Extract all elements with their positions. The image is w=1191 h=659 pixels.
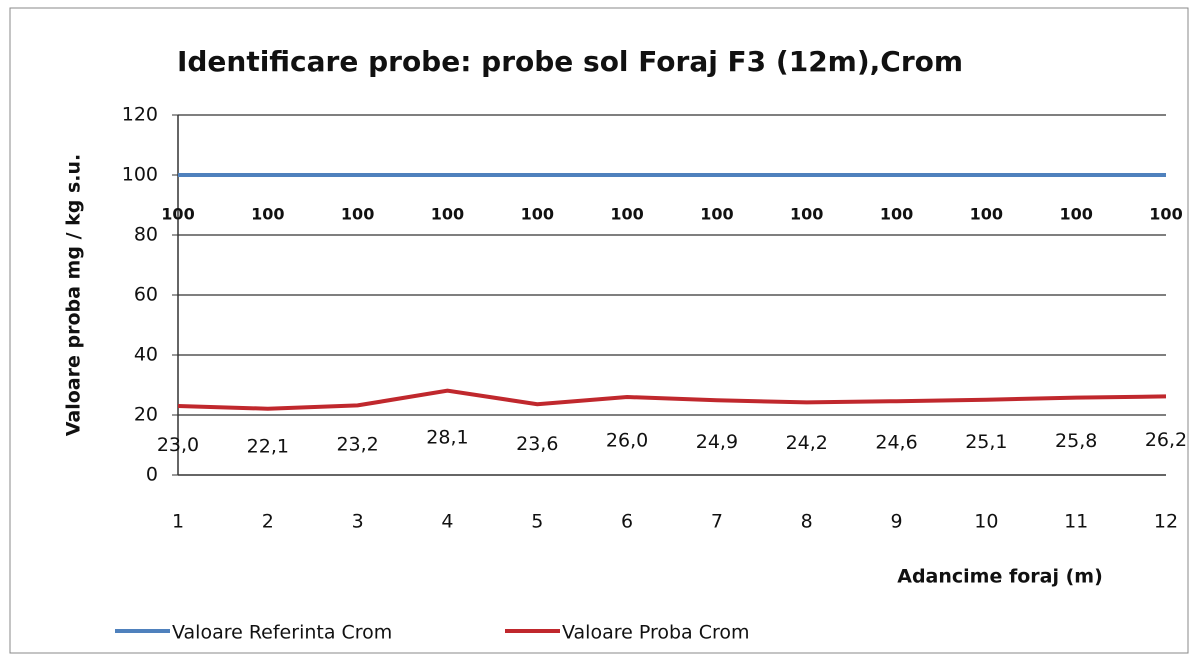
data-label: 22,1 (247, 435, 289, 457)
data-label: 24,2 (786, 432, 828, 454)
x-tick-label: 1 (172, 511, 184, 533)
x-axis-label: Adancime foraj (m) (897, 566, 1103, 588)
x-tick-label: 2 (262, 511, 274, 533)
data-label: 100 (790, 205, 823, 224)
data-label: 23,0 (157, 434, 199, 456)
data-label: 100 (251, 205, 284, 224)
data-label: 100 (161, 205, 194, 224)
data-label: 25,8 (1055, 430, 1097, 452)
y-tick-label: 40 (134, 344, 158, 366)
y-axis-label: Valoare proba mg / kg s.u. (63, 154, 85, 437)
data-label: 23,2 (336, 434, 378, 456)
data-label: 24,9 (696, 431, 738, 453)
series-line (177, 388, 1167, 411)
y-tick-label: 20 (134, 404, 158, 426)
x-tick-label: 9 (890, 511, 902, 533)
data-label: 100 (431, 205, 464, 224)
x-tick-label: 4 (441, 511, 453, 533)
x-tick-label: 10 (974, 511, 998, 533)
data-label: 26,2 (1145, 429, 1187, 451)
y-tick-label: 100 (122, 164, 158, 186)
data-label: 24,6 (875, 432, 917, 454)
x-tick-label: 6 (621, 511, 633, 533)
data-label: 26,0 (606, 430, 648, 452)
data-label: 100 (1059, 205, 1092, 224)
y-tick-label: 120 (122, 104, 158, 126)
data-label: 100 (970, 205, 1003, 224)
data-label: 100 (521, 205, 554, 224)
x-tick-label: 7 (711, 511, 723, 533)
legend-label: Valoare Referinta Crom (172, 622, 392, 644)
data-label: 25,1 (965, 431, 1007, 453)
x-tick-label: 3 (352, 511, 364, 533)
data-label: 100 (1149, 205, 1182, 224)
y-tick-label: 80 (134, 224, 158, 246)
x-tick-label: 8 (801, 511, 813, 533)
x-tick-label: 12 (1154, 511, 1178, 533)
y-tick-label: 60 (134, 284, 158, 306)
chart-title: Identificare probe: probe sol Foraj F3 (… (177, 45, 963, 78)
data-label: 23,6 (516, 433, 558, 455)
legend-label: Valoare Proba Crom (562, 622, 750, 644)
x-tick-label: 5 (531, 511, 543, 533)
data-label: 100 (341, 205, 374, 224)
data-label: 28,1 (426, 426, 468, 448)
data-label: 100 (880, 205, 913, 224)
data-label: 100 (700, 205, 733, 224)
x-tick-label: 11 (1064, 511, 1088, 533)
y-tick-label: 0 (146, 464, 158, 486)
data-label: 100 (610, 205, 643, 224)
chart-border (9, 7, 1189, 654)
